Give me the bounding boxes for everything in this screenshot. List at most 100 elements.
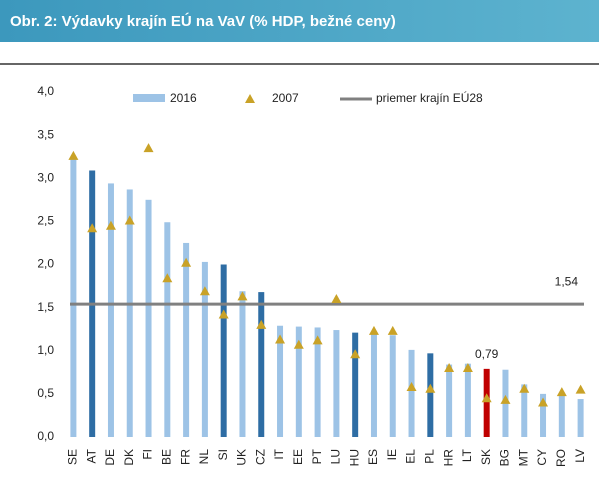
marker — [162, 273, 173, 283]
x-tick-label: HR — [441, 449, 455, 467]
bar — [558, 395, 565, 437]
marker — [575, 384, 586, 394]
bar — [277, 325, 284, 437]
data-label: 0,79 — [475, 347, 499, 361]
y-tick-label: 1,0 — [37, 343, 54, 357]
bar — [126, 189, 133, 437]
x-tick-label: FR — [178, 449, 192, 465]
marker — [105, 220, 116, 230]
marker — [481, 393, 492, 403]
chart-title: Obr. 2: Výdavky krajín EÚ na VaV (% HDP,… — [10, 12, 396, 30]
legend-swatch — [133, 94, 165, 102]
x-tick-label: ES — [366, 449, 380, 465]
y-tick-label: 0,0 — [37, 429, 54, 443]
marker — [462, 363, 473, 372]
x-tick-label: SE — [66, 449, 80, 465]
bar — [408, 349, 415, 437]
marker — [538, 397, 549, 407]
marker — [312, 335, 323, 345]
x-tick-label: EE — [291, 449, 305, 465]
bar — [201, 261, 208, 437]
marker — [199, 286, 210, 296]
y-tick-label: 0,5 — [37, 386, 54, 400]
x-tick-label: SI — [216, 449, 230, 460]
marker — [237, 291, 248, 301]
bar — [183, 242, 190, 437]
marker — [124, 215, 135, 225]
legend-label: 2007 — [272, 91, 299, 105]
bar — [370, 334, 377, 437]
bar — [70, 156, 77, 437]
bar — [464, 363, 471, 437]
x-tick-label: LU — [329, 449, 343, 464]
marker — [387, 325, 398, 335]
x-tick-label: FI — [141, 449, 155, 460]
x-tick-label: NL — [197, 449, 211, 465]
bar — [314, 327, 321, 437]
bar — [577, 399, 584, 437]
bar — [295, 326, 302, 437]
bar — [239, 291, 246, 437]
x-tick-label: PL — [422, 449, 436, 464]
marker — [87, 223, 98, 233]
bar — [483, 368, 490, 437]
x-tick-label: HU — [347, 449, 361, 466]
y-tick-label: 3,0 — [37, 170, 54, 184]
x-tick-label: DE — [103, 449, 117, 466]
x-tick-label: BG — [498, 449, 512, 466]
marker — [143, 143, 154, 153]
marker — [331, 294, 342, 303]
bar — [540, 393, 547, 437]
marker — [256, 319, 267, 329]
bar — [446, 364, 453, 437]
marker — [444, 363, 455, 372]
x-tick-label: LV — [573, 449, 587, 463]
x-tick-label: CY — [535, 449, 549, 466]
marker — [350, 349, 361, 359]
x-tick-label: BE — [159, 449, 173, 465]
bar — [145, 199, 152, 437]
bar — [164, 222, 171, 437]
x-tick-label: UK — [235, 449, 249, 466]
marker — [68, 150, 79, 160]
marker — [181, 257, 192, 267]
x-tick-label: IE — [385, 449, 399, 460]
marker — [293, 339, 304, 349]
y-tick-label: 2,5 — [37, 214, 54, 228]
x-tick-label: EL — [404, 449, 418, 464]
y-tick-label: 3,5 — [37, 127, 54, 141]
y-tick-label: 2,0 — [37, 257, 54, 271]
bar — [220, 264, 227, 437]
bar — [258, 292, 265, 437]
marker — [425, 383, 436, 393]
x-tick-label: RO — [554, 449, 568, 467]
x-tick-label: LT — [460, 448, 474, 462]
y-tick-label: 4,0 — [37, 84, 54, 98]
x-tick-label: MT — [516, 448, 530, 466]
marker — [275, 334, 286, 344]
x-tick-label: AT — [84, 448, 98, 463]
legend-swatch — [245, 94, 255, 103]
x-tick-label: SK — [479, 449, 493, 465]
bar — [333, 330, 340, 437]
legend-label: priemer krajín EÚ28 — [376, 90, 483, 105]
x-tick-label: IT — [272, 448, 286, 459]
legend-label: 2016 — [170, 91, 197, 105]
bar — [427, 353, 434, 437]
header-bar — [0, 0, 599, 42]
marker — [368, 325, 379, 335]
bar — [389, 335, 396, 437]
marker — [406, 381, 417, 391]
marker — [556, 387, 567, 397]
marker — [500, 394, 511, 404]
x-tick-label: DK — [122, 449, 136, 466]
marker — [519, 383, 530, 393]
x-tick-label: CZ — [253, 449, 267, 465]
y-tick-label: 1,5 — [37, 300, 54, 314]
bar — [352, 332, 359, 437]
marker — [218, 309, 229, 319]
bar — [107, 183, 114, 437]
x-tick-label: PT — [310, 448, 324, 464]
